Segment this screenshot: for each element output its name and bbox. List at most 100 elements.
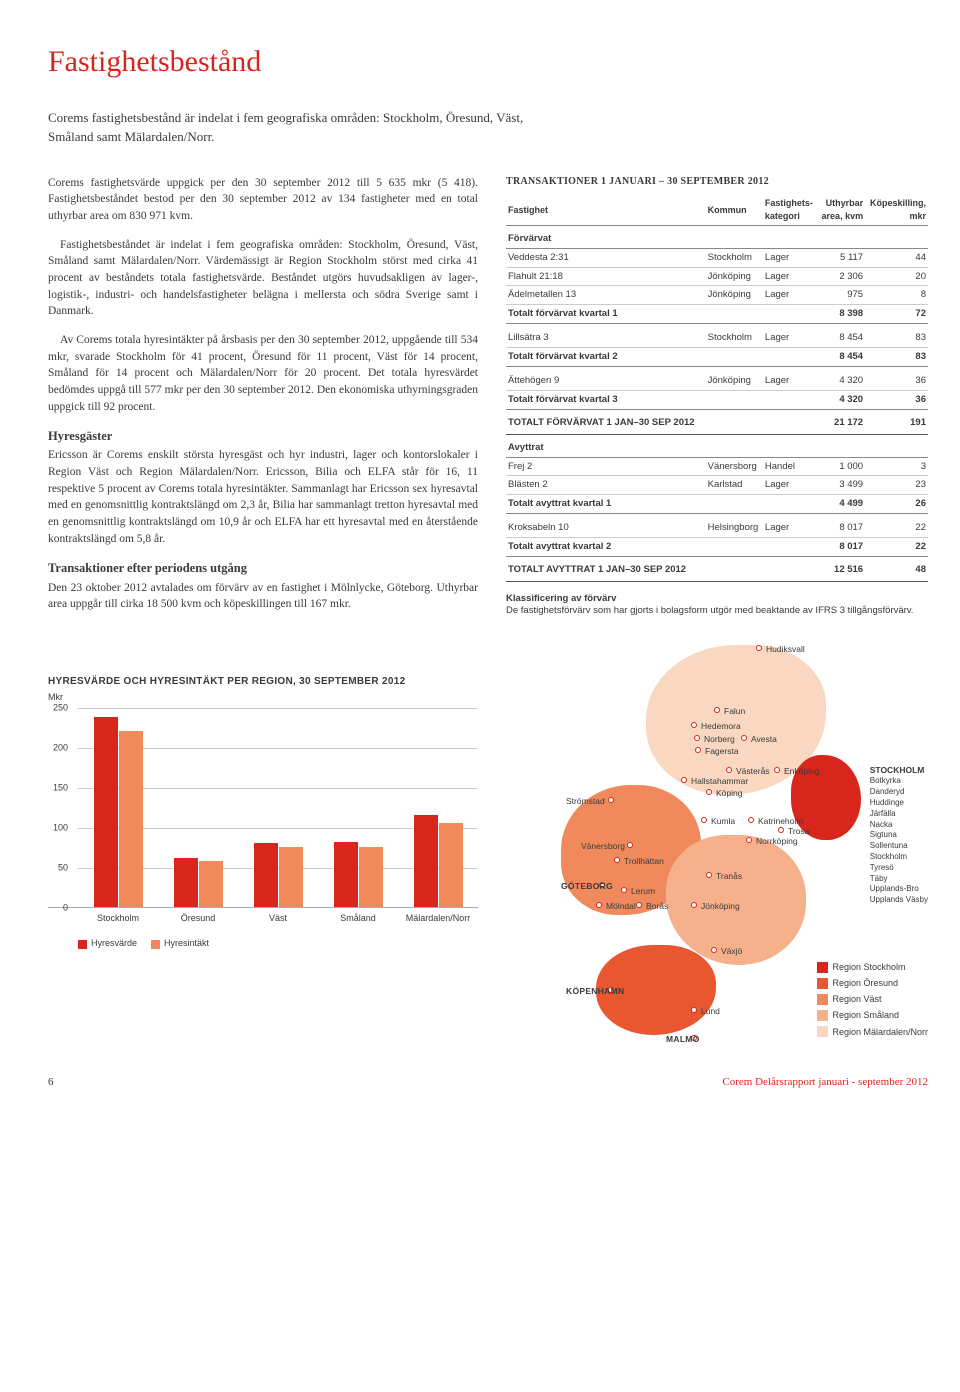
table-cell xyxy=(706,538,763,557)
table-cell: Vänersborg xyxy=(706,457,763,476)
body-para-2: Fastighetsbeståndet är indelat i fem geo… xyxy=(48,237,478,320)
table-cell: 4 499 xyxy=(817,495,865,514)
map-city-label: Köping xyxy=(716,787,742,799)
chart-title: HYRESVÄRDE OCH HYRESINTÄKT PER REGION, 3… xyxy=(48,675,478,690)
table-cell xyxy=(763,391,817,410)
table-cell xyxy=(763,556,817,581)
table-cell: Handel xyxy=(763,457,817,476)
table-cell: 22 xyxy=(865,519,928,537)
bar-chart: 050100150200250 xyxy=(48,708,478,908)
table-cell: 36 xyxy=(865,372,928,390)
table-cell: Lager xyxy=(763,372,817,390)
y-tick: 150 xyxy=(53,782,68,795)
map-city-dot xyxy=(774,767,780,773)
table-cell: 83 xyxy=(865,348,928,367)
bar xyxy=(254,843,278,907)
map-city-dot xyxy=(691,722,697,728)
table-cell: 26 xyxy=(865,495,928,514)
map-city-dot xyxy=(695,747,701,753)
x-label: Mälardalen/Norr xyxy=(398,912,478,925)
map-legend-item: Region Stockholm xyxy=(817,959,928,975)
map-city-dot xyxy=(621,887,627,893)
bar xyxy=(279,847,303,907)
map-city-label: Lund xyxy=(701,1005,720,1017)
bar-group xyxy=(158,858,238,908)
col-kopeskilling: Köpeskilling, mkr xyxy=(865,195,928,226)
map-city-label: Enköping xyxy=(784,765,819,777)
stockholm-list-item: Nacka xyxy=(870,820,928,831)
map-city-dot xyxy=(714,707,720,713)
klass-heading: Klassificering av förvärv xyxy=(506,592,928,606)
table-cell: Lager xyxy=(763,267,817,286)
table-cell: 83 xyxy=(865,329,928,347)
table-cell: 4 320 xyxy=(817,391,865,410)
y-tick: 100 xyxy=(53,822,68,835)
trans-after-body: Den 23 oktober 2012 avtalades om förvärv… xyxy=(48,580,478,613)
chart-unit: Mkr xyxy=(48,691,478,704)
x-label: Småland xyxy=(318,912,398,925)
table-cell: 191 xyxy=(865,409,928,434)
map-city-label: KÖPENHAMN xyxy=(566,985,624,997)
bar-group xyxy=(78,717,158,907)
bar xyxy=(439,823,463,907)
stockholm-list-item: Tyresö xyxy=(870,863,928,874)
bar-group xyxy=(238,843,318,907)
table-cell: 20 xyxy=(865,267,928,286)
table-cell: 8 017 xyxy=(817,538,865,557)
stockholm-list-item: Huddinge xyxy=(870,798,928,809)
stockholm-list-item: Sollentuna xyxy=(870,841,928,852)
stockholm-list-item: Upplands Väsby xyxy=(870,895,928,906)
table-cell: Lager xyxy=(763,248,817,267)
table-cell: 3 499 xyxy=(817,476,865,495)
x-label: Stockholm xyxy=(78,912,158,925)
map-city-dot xyxy=(756,645,762,651)
table-cell: Lager xyxy=(763,329,817,347)
table-cell: Helsingborg xyxy=(706,519,763,537)
table-cell: 22 xyxy=(865,538,928,557)
map-legend-item: Region Öresund xyxy=(817,975,928,991)
trans-after-heading: Transaktioner efter periodens utgång xyxy=(48,559,478,577)
table-cell: 36 xyxy=(865,391,928,410)
table-cell xyxy=(763,495,817,514)
table-cell: 8 017 xyxy=(817,519,865,537)
table-cell: Totalt avyttrat kvartal 1 xyxy=(506,495,706,514)
map-city-dot xyxy=(706,872,712,878)
page-number: 6 xyxy=(48,1075,54,1091)
hyresgaster-heading: Hyresgäster xyxy=(48,427,478,445)
col-kategori: Fastighets- kategori xyxy=(763,195,817,226)
table-cell: Frej 2 xyxy=(506,457,706,476)
bar xyxy=(199,861,223,907)
table-cell: 72 xyxy=(865,305,928,324)
table-cell xyxy=(706,391,763,410)
table-cell: 8 454 xyxy=(817,329,865,347)
map-city-dot xyxy=(748,817,754,823)
map-city-label: Mölndal xyxy=(606,900,636,912)
map-city-dot xyxy=(711,947,717,953)
map-city-dot xyxy=(691,1007,697,1013)
map-city-label: Vänersborg xyxy=(581,840,625,852)
map-city-dot xyxy=(681,777,687,783)
table-cell: 8 xyxy=(865,286,928,305)
y-tick: 250 xyxy=(53,702,68,715)
stockholm-city-list: STOCKHOLM BotkyrkaDanderydHuddingeJärfäl… xyxy=(870,765,928,906)
legend-item: Hyresintäkt xyxy=(151,937,209,950)
table-cell: 44 xyxy=(865,248,928,267)
map-city-label: Falun xyxy=(724,705,745,717)
bar xyxy=(94,717,118,907)
stockholm-list-item: Stockholm xyxy=(870,852,928,863)
table-cell: Lager xyxy=(763,286,817,305)
page-title: Fastighetsbestånd xyxy=(48,40,928,84)
map-city-dot xyxy=(741,735,747,741)
section-header: Förvärvat xyxy=(506,226,928,249)
table-cell: Totalt förvärvat kvartal 3 xyxy=(506,391,706,410)
table-cell: 5 117 xyxy=(817,248,865,267)
map-city-dot xyxy=(706,789,712,795)
map-city-label: Hallstahammar xyxy=(691,775,748,787)
table-cell: Stockholm xyxy=(706,329,763,347)
hyresgaster-body: Ericsson är Corems enskilt största hyres… xyxy=(48,447,478,547)
table-cell: 8 398 xyxy=(817,305,865,324)
table-cell: 48 xyxy=(865,556,928,581)
col-area: Uthyrbar area, kvm xyxy=(817,195,865,226)
map-city-label: Fagersta xyxy=(705,745,739,757)
table-cell xyxy=(706,348,763,367)
